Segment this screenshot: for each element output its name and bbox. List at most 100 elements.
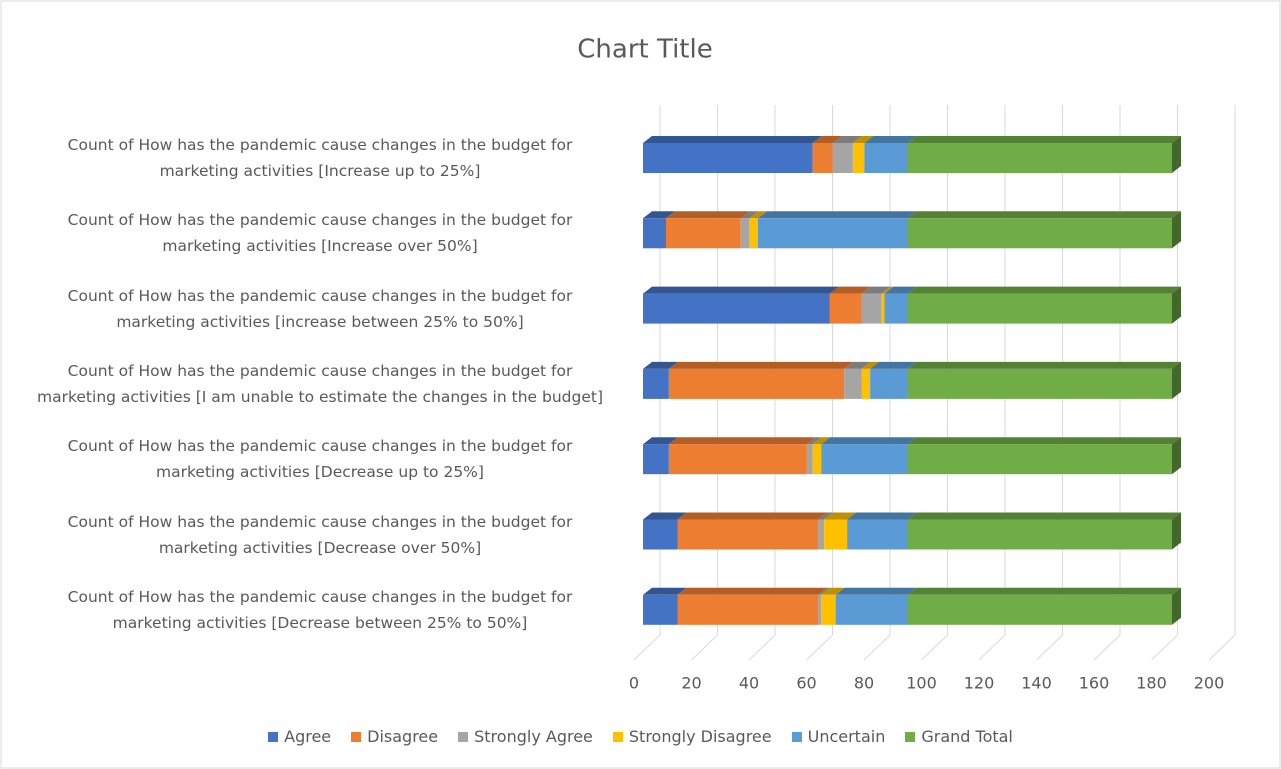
bar-top	[907, 286, 1181, 294]
legend-swatch	[351, 731, 362, 742]
x-tick-label: 20	[681, 674, 701, 693]
grid-line	[1208, 634, 1236, 661]
bar	[884, 293, 908, 324]
bar-top	[870, 361, 917, 369]
bar	[821, 594, 836, 625]
bar-side	[1172, 587, 1181, 625]
bar-top	[758, 211, 917, 219]
bar-top	[677, 512, 828, 520]
bar-top	[643, 512, 687, 520]
bar-top	[812, 136, 842, 143]
grid-line	[748, 634, 776, 661]
bar-top	[907, 437, 1181, 445]
bar	[907, 218, 1172, 249]
bar-top	[643, 361, 678, 369]
chart-title: Chart Title	[577, 35, 712, 65]
bar	[812, 444, 822, 475]
category-label: Count of How has the pandemic cause chan…	[67, 587, 573, 632]
bar-top	[861, 361, 880, 369]
bar	[740, 218, 750, 249]
bar	[870, 368, 908, 399]
bar	[749, 218, 758, 249]
bar	[881, 293, 885, 324]
bar-top	[832, 136, 862, 143]
bar-side	[1172, 286, 1181, 324]
bar-top	[821, 587, 845, 595]
bar	[643, 293, 830, 324]
bar	[835, 594, 908, 625]
bar	[864, 143, 908, 173]
bar-side	[1172, 211, 1181, 249]
bar-top	[677, 587, 828, 595]
grid-line	[806, 634, 833, 661]
bar	[829, 293, 862, 324]
legend-swatch	[905, 731, 916, 742]
bar-top	[907, 211, 1181, 219]
bar	[643, 594, 678, 625]
bar	[907, 594, 1172, 625]
bar	[907, 293, 1172, 324]
category-label: Count of How has the pandemic cause chan…	[67, 211, 573, 256]
bar-top	[749, 211, 767, 219]
bar	[821, 444, 908, 475]
legend-swatch	[612, 731, 623, 742]
legend-item: Agree	[268, 727, 331, 746]
bar-top	[643, 437, 678, 445]
bar-top	[740, 211, 759, 219]
legend-item: Grand Total	[905, 727, 1013, 746]
bar	[861, 293, 882, 324]
bar-top	[806, 437, 822, 445]
bar-side	[1172, 361, 1181, 399]
bar	[818, 519, 825, 550]
bar-side	[1172, 136, 1181, 173]
legend-label: Strongly Disagree	[628, 727, 772, 746]
bar-top	[881, 286, 894, 294]
category-label: Count of How has the pandemic cause chan…	[67, 136, 573, 180]
bar	[844, 368, 862, 399]
x-tick-label: 160	[1079, 674, 1110, 693]
bar-top	[812, 437, 831, 445]
bar-side	[1172, 437, 1181, 475]
legend-item: Uncertain	[791, 727, 886, 746]
x-tick-label: 80	[854, 674, 874, 693]
bar-top	[844, 361, 871, 369]
bar-top	[643, 587, 687, 595]
grid-line	[978, 634, 1006, 661]
bar-top	[861, 286, 891, 294]
bar	[812, 143, 833, 173]
bar-top	[643, 136, 822, 143]
bar-top	[852, 136, 874, 143]
x-tick-label: 60	[796, 674, 816, 693]
bar	[677, 594, 819, 625]
bar-top	[643, 211, 675, 219]
legend-label: Strongly Agree	[474, 727, 593, 746]
grid-line	[1093, 634, 1121, 661]
bar	[668, 368, 845, 399]
bar	[677, 519, 819, 550]
x-tick-label: 200	[1194, 674, 1225, 693]
x-tick-label: 100	[906, 674, 937, 693]
grid-line	[863, 634, 891, 661]
legend-label: Disagree	[367, 727, 439, 746]
bar-top	[847, 512, 917, 520]
legend-item: Disagree	[351, 727, 438, 746]
legend-label: Agree	[284, 727, 332, 746]
legend-swatch	[458, 731, 469, 742]
legend-label: Uncertain	[807, 727, 886, 746]
x-tick-label: 140	[1021, 674, 1052, 693]
bar	[907, 143, 1172, 173]
legend-item: Strongly Disagree	[612, 727, 772, 746]
grid-line	[691, 634, 718, 661]
bar-top	[907, 136, 1181, 143]
grid-line	[633, 634, 661, 661]
legend: Agree Disagree Strongly Agree Strongly Disa…	[0, 727, 1281, 746]
bar	[643, 444, 669, 475]
bar-top	[884, 286, 917, 294]
bar	[907, 519, 1172, 550]
bar-side	[1172, 512, 1181, 550]
bar-top	[835, 587, 917, 595]
category-label: Count of How has the pandemic cause chan…	[37, 361, 603, 406]
bar	[643, 519, 678, 550]
